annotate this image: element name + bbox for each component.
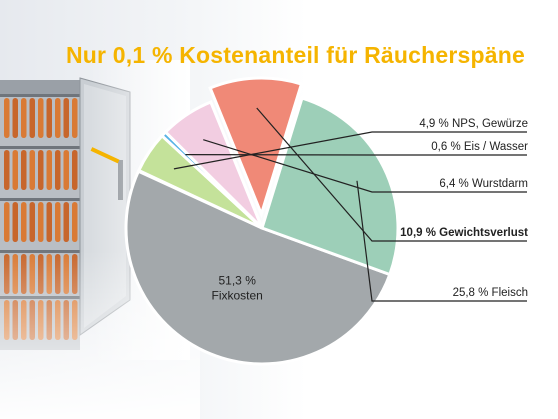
rack-bar <box>0 198 80 201</box>
leader-line <box>256 107 527 242</box>
sausage <box>63 150 69 190</box>
pie-slice <box>163 100 264 230</box>
sausage <box>12 202 18 242</box>
slice-label: 0,6 % Eis / Wasser <box>431 141 528 153</box>
sausage <box>55 202 61 242</box>
slice-label: 10,9 % Gewichtsverlust <box>400 227 528 239</box>
sausage <box>38 202 44 242</box>
leader-line <box>173 131 527 170</box>
chart-title: Nur 0,1 % Kostenanteil für Räucherspäne <box>66 42 525 68</box>
sausage <box>4 150 10 190</box>
sausage <box>46 150 52 190</box>
sausage <box>12 98 18 138</box>
slice-label-inside: Fixkosten <box>212 288 263 302</box>
sausage <box>4 202 10 242</box>
sausage <box>63 98 69 138</box>
pie-slice <box>208 76 304 219</box>
sausage <box>21 150 27 190</box>
sausage <box>55 98 61 138</box>
sausage <box>72 150 78 190</box>
rack-bar <box>0 146 80 149</box>
sausage <box>21 98 27 138</box>
sausage <box>21 202 27 242</box>
sausage <box>38 150 44 190</box>
sausage <box>72 98 78 138</box>
sausage <box>46 98 52 138</box>
sausage <box>29 202 35 242</box>
slice-label-inside: 51,3 % <box>219 273 257 287</box>
pie-slice <box>90 147 120 164</box>
sausage <box>55 150 61 190</box>
sausage <box>46 202 52 242</box>
slice-label: 6,4 % Wurstdarm <box>439 178 528 190</box>
sausage <box>38 98 44 138</box>
sausage <box>63 202 69 242</box>
slice-label: 25,8 % Fleisch <box>453 287 528 299</box>
sausage <box>29 98 35 138</box>
sausage <box>4 98 10 138</box>
slice-label: 4,9 % NPS, Gewürze <box>419 118 528 130</box>
sausage <box>72 202 78 242</box>
leader-line <box>356 180 527 302</box>
sausage <box>29 150 35 190</box>
pie-slice <box>124 169 392 366</box>
rack-bar <box>0 94 80 97</box>
pie-slice <box>260 96 400 277</box>
sausage <box>12 150 18 190</box>
leader-line <box>203 139 527 193</box>
